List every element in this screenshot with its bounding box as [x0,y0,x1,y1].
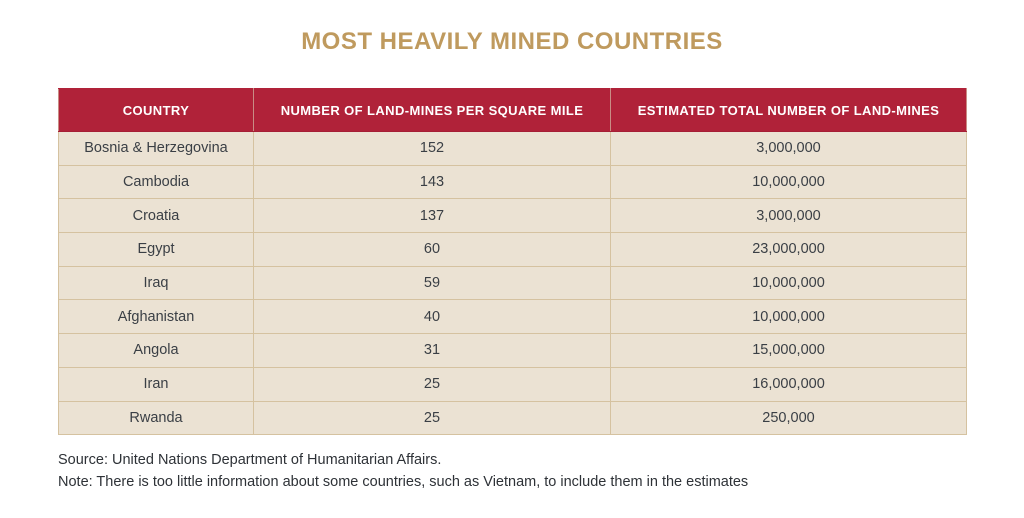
header-row: COUNTRY NUMBER OF LAND-MINES PER SQUARE … [58,88,967,132]
cell-total: 23,000,000 [610,232,967,267]
table-row: Egypt 60 23,000,000 [58,232,967,267]
cell-country: Angola [58,333,254,368]
table-row: Afghanistan 40 10,000,000 [58,299,967,335]
cell-country: Egypt [58,232,254,267]
cell-country: Afghanistan [58,299,254,335]
cell-per-square-mile: 25 [253,366,611,402]
cell-total: 10,000,000 [610,164,967,200]
cell-country: Cambodia [58,164,254,200]
source-line: Source: United Nations Department of Hum… [58,452,442,468]
table-row: Angola 31 15,000,000 [58,333,967,368]
page-title: MOST HEAVILY MINED COUNTRIES [301,28,723,55]
note-line: Note: There is too little information ab… [58,473,749,490]
cell-total: 10,000,000 [610,299,967,335]
table-row: Iran 25 16,000,000 [58,366,967,402]
table-body: Bosnia & Herzegovina 152 3,000,000 Cambo… [58,131,967,436]
table-header: COUNTRY NUMBER OF LAND-MINES PER SQUARE … [58,88,967,132]
footnotes: Source: United Nations Department of Hum… [58,450,748,493]
cell-country: Bosnia & Herzegovina [58,131,254,166]
column-header-country: COUNTRY [58,88,254,132]
cell-total: 3,000,000 [610,198,967,234]
cell-per-square-mile: 60 [253,232,611,267]
cell-country: Iran [58,366,254,402]
mined-countries-table: COUNTRY NUMBER OF LAND-MINES PER SQUARE … [58,88,967,436]
column-header-total: ESTIMATED TOTAL NUMBER OF LAND-MINES [610,88,967,132]
table-row: Rwanda 25 250,000 [58,400,967,436]
cell-per-square-mile: 31 [253,333,611,368]
table-row: Bosnia & Herzegovina 152 3,000,000 [58,131,967,166]
cell-total: 16,000,000 [610,366,967,402]
cell-country: Croatia [58,198,254,234]
cell-country: Rwanda [58,400,254,436]
cell-total: 15,000,000 [610,333,967,368]
cell-per-square-mile: 137 [253,198,611,234]
cell-total: 3,000,000 [610,131,967,166]
cell-per-square-mile: 152 [253,131,611,166]
cell-per-square-mile: 25 [253,400,611,436]
table-row: Iraq 59 10,000,000 [58,265,967,301]
cell-total: 10,000,000 [610,265,967,301]
cell-total: 250,000 [610,400,967,436]
table-row: Cambodia 143 10,000,000 [58,164,967,200]
cell-per-square-mile: 59 [253,265,611,301]
column-header-per-square-mile: NUMBER OF LAND-MINES PER SQUARE MILE [253,88,611,132]
table-row: Croatia 137 3,000,000 [58,198,967,234]
cell-country: Iraq [58,265,254,301]
cell-per-square-mile: 143 [253,164,611,200]
cell-per-square-mile: 40 [253,299,611,335]
